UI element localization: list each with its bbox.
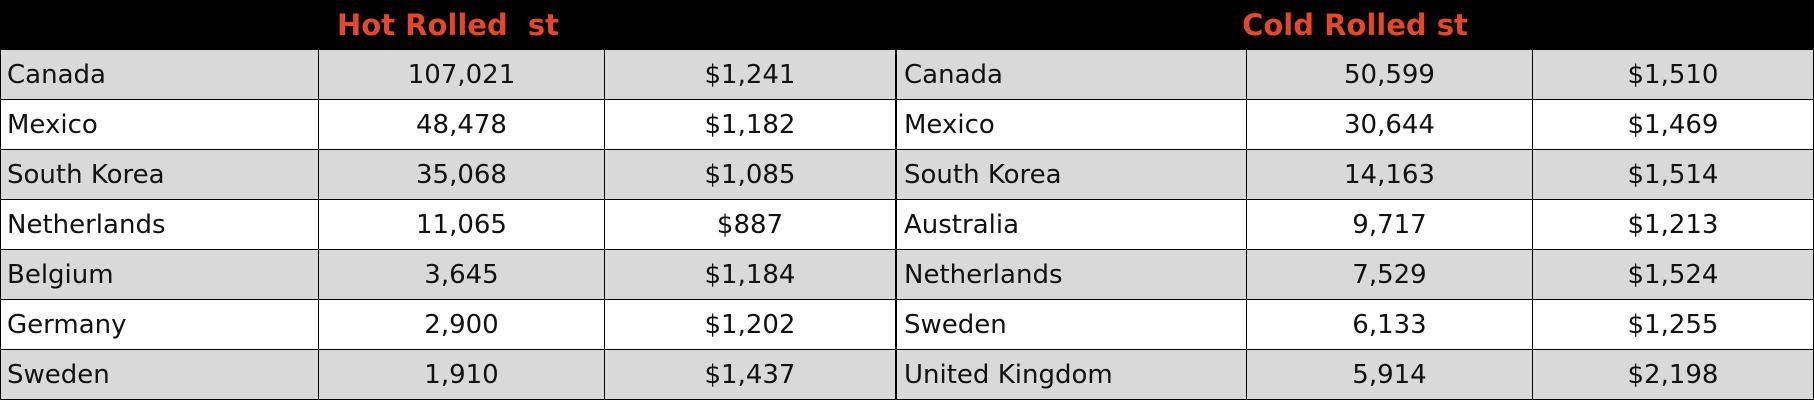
price-cell: $1,182 bbox=[605, 100, 896, 150]
country-cell: Netherlands bbox=[0, 200, 319, 250]
country-cell: Sweden bbox=[0, 350, 319, 400]
price-cell: $1,085 bbox=[605, 150, 896, 200]
quantity-cell: 3,645 bbox=[319, 250, 605, 300]
price-cell: $1,255 bbox=[1533, 300, 1814, 350]
country-cell: Australia bbox=[896, 200, 1247, 250]
quantity-cell: 2,900 bbox=[319, 300, 605, 350]
quantity-cell: 50,599 bbox=[1247, 50, 1533, 100]
country-cell: Germany bbox=[0, 300, 319, 350]
quantity-cell: 5,914 bbox=[1247, 350, 1533, 400]
country-cell: Canada bbox=[896, 50, 1247, 100]
country-cell: South Korea bbox=[0, 150, 319, 200]
price-cell: $1,202 bbox=[605, 300, 896, 350]
quantity-cell: 7,529 bbox=[1247, 250, 1533, 300]
quantity-cell: 6,133 bbox=[1247, 300, 1533, 350]
price-cell: $1,514 bbox=[1533, 150, 1814, 200]
price-cell: $1,437 bbox=[605, 350, 896, 400]
price-cell: $1,469 bbox=[1533, 100, 1814, 150]
country-cell: Sweden bbox=[896, 300, 1247, 350]
country-cell: Belgium bbox=[0, 250, 319, 300]
price-cell: $2,198 bbox=[1533, 350, 1814, 400]
outer-border bbox=[0, 0, 1, 400]
quantity-cell: 9,717 bbox=[1247, 200, 1533, 250]
price-cell: $1,241 bbox=[605, 50, 896, 100]
country-cell: Mexico bbox=[0, 100, 319, 150]
country-cell: Canada bbox=[0, 50, 319, 100]
price-cell: $1,524 bbox=[1533, 250, 1814, 300]
price-cell: $887 bbox=[605, 200, 896, 250]
country-cell: Netherlands bbox=[896, 250, 1247, 300]
country-cell: United Kingdom bbox=[896, 350, 1247, 400]
country-cell: Mexico bbox=[896, 100, 1247, 150]
quantity-cell: 14,163 bbox=[1247, 150, 1533, 200]
price-cell: $1,510 bbox=[1533, 50, 1814, 100]
quantity-cell: 48,478 bbox=[319, 100, 605, 150]
price-cell: $1,184 bbox=[605, 250, 896, 300]
table-title: Cold Rolled st bbox=[896, 0, 1814, 50]
quantity-cell: 11,065 bbox=[319, 200, 605, 250]
table-title: Hot Rolled st bbox=[0, 0, 896, 50]
quantity-cell: 30,644 bbox=[1247, 100, 1533, 150]
price-cell: $1,213 bbox=[1533, 200, 1814, 250]
country-cell: South Korea bbox=[896, 150, 1247, 200]
quantity-cell: 107,021 bbox=[319, 50, 605, 100]
quantity-cell: 1,910 bbox=[319, 350, 605, 400]
quantity-cell: 35,068 bbox=[319, 150, 605, 200]
